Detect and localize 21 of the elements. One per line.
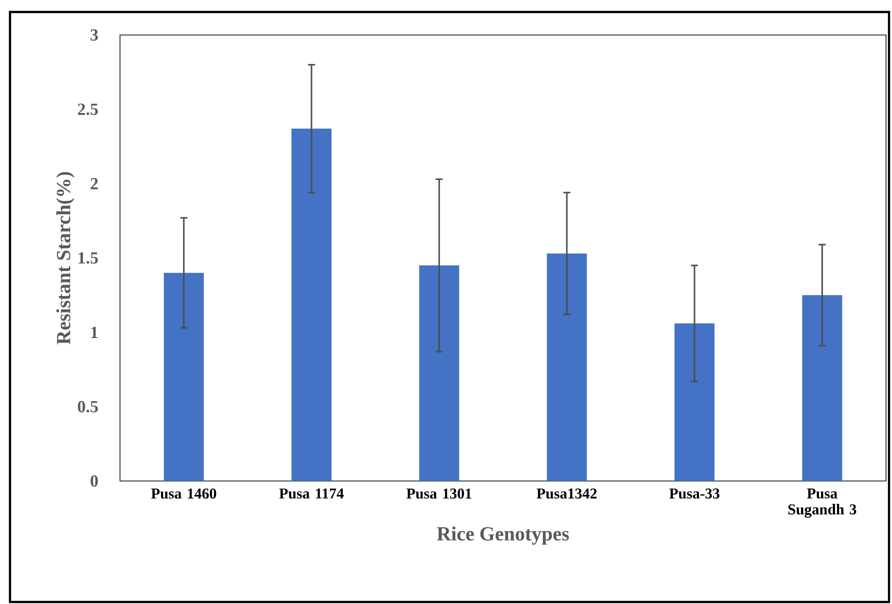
y-tick-label: 0 xyxy=(90,475,98,487)
bar xyxy=(674,323,715,481)
x-axis-title: Rice Genotypes xyxy=(436,526,569,545)
y-axis-title: Resistant Starch(%) xyxy=(56,172,74,344)
bar xyxy=(164,272,204,481)
bar xyxy=(419,265,460,481)
y-tick-label: 2.5 xyxy=(78,104,98,116)
x-tick-label: Pusa 1460 xyxy=(151,488,216,499)
x-tick-label: Pusa 1301 xyxy=(406,488,472,499)
x-tick-label: Pusa-33 xyxy=(669,488,720,499)
y-tick-label: 2 xyxy=(90,178,98,190)
bar xyxy=(802,295,842,481)
y-tick-label: 3 xyxy=(90,29,98,41)
y-tick-label: 0.5 xyxy=(78,400,98,412)
y-tick-label: 1 xyxy=(91,326,98,338)
bar xyxy=(292,128,332,481)
x-tick-label: Pusa1342 xyxy=(536,488,597,499)
x-tick-label: Pusa Sugandh 3 xyxy=(788,488,856,518)
x-tick-label: Pusa 1174 xyxy=(279,488,344,499)
bar xyxy=(546,254,587,481)
y-tick-label: 1.5 xyxy=(78,252,98,264)
